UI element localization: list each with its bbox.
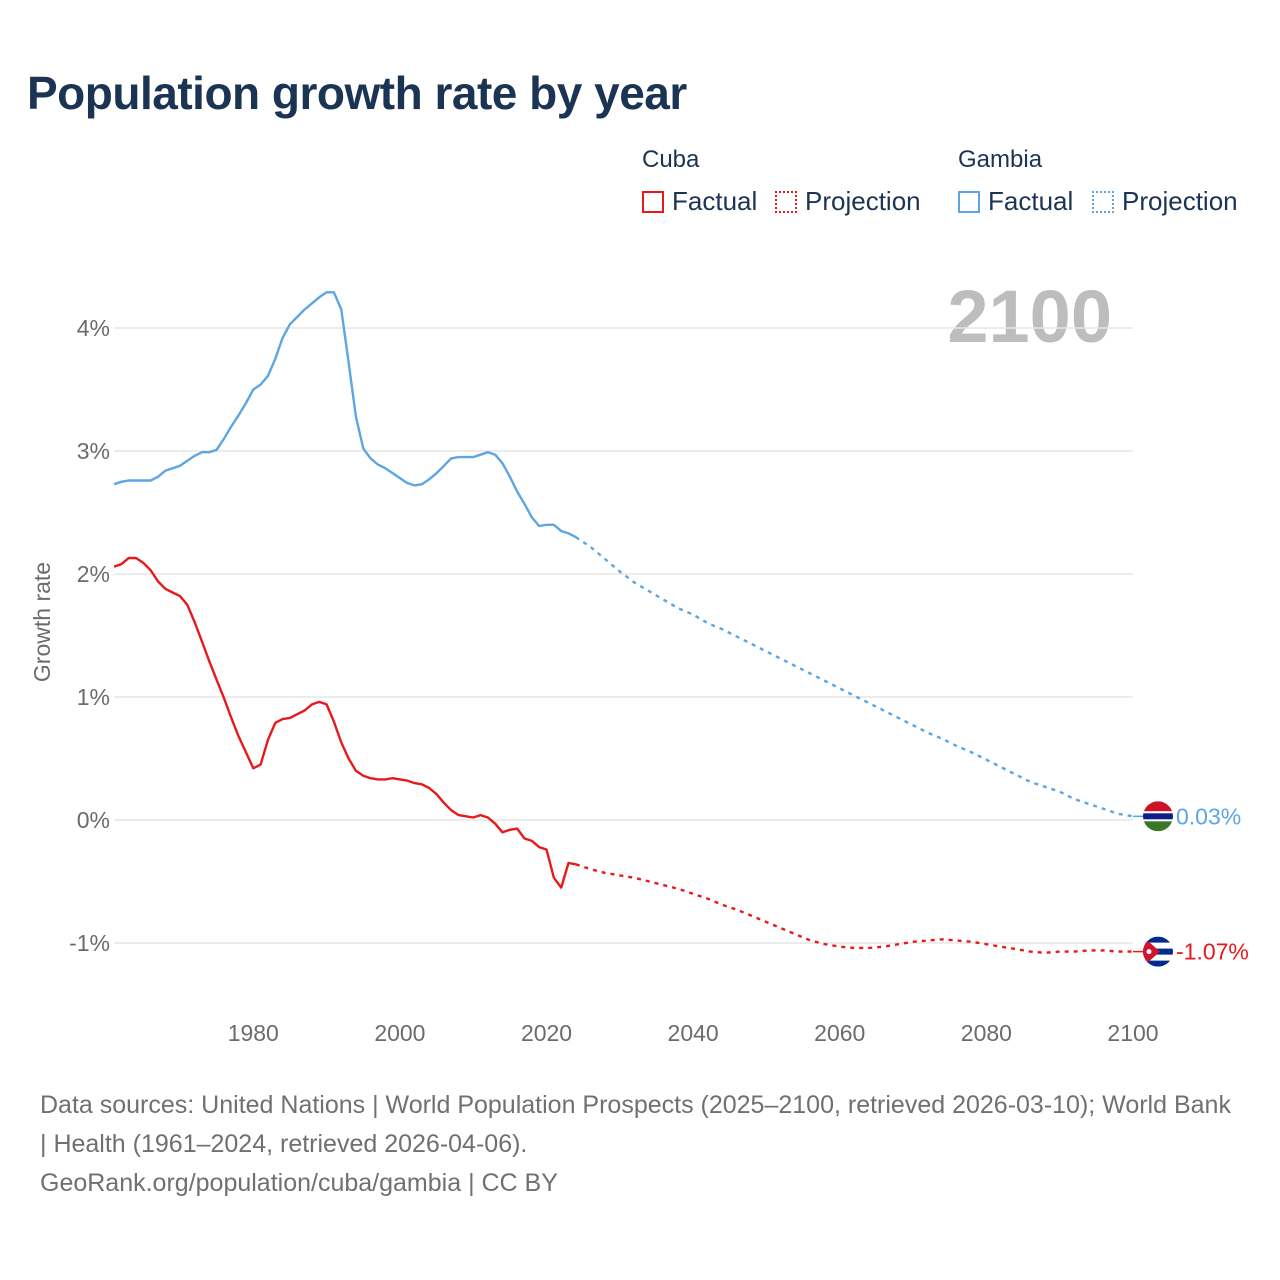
y-tick-label: 2% bbox=[77, 561, 110, 587]
gambia-flag-icon bbox=[1143, 801, 1173, 832]
legend-label: Factual bbox=[988, 186, 1074, 216]
gambia-end-value-label: 0.03% bbox=[1176, 803, 1241, 829]
cuba-end-value-label: -1.07% bbox=[1176, 939, 1249, 965]
x-tick-label: 2100 bbox=[1107, 1020, 1158, 1046]
legend-swatch-icon bbox=[775, 190, 797, 213]
legend-gambia-factual[interactable]: Factual bbox=[958, 186, 1073, 217]
legend-label: Projection bbox=[1122, 186, 1238, 216]
legend-label: Projection bbox=[805, 186, 921, 216]
cuba-projection-line bbox=[575, 863, 1133, 955]
footer: Data sources: United Nations | World Pop… bbox=[40, 1086, 1240, 1203]
line-chart: 2100 4% 3% 2% 1% 0% -1% 1980 2000 2020 2040 2060 208… bbox=[29, 275, 1249, 1046]
y-tick-label: 3% bbox=[77, 438, 110, 464]
legend-swatch-icon bbox=[1092, 190, 1114, 213]
legend-swatch-icon bbox=[642, 190, 664, 213]
flag-star bbox=[1146, 949, 1152, 955]
y-tick-label: 4% bbox=[77, 315, 110, 341]
x-tick-label: 2060 bbox=[814, 1020, 865, 1046]
flag-stripe bbox=[1143, 936, 1173, 943]
x-tick-label: 2000 bbox=[374, 1020, 425, 1046]
y-tick-label: 1% bbox=[77, 684, 110, 710]
x-tick-label: 2040 bbox=[668, 1020, 719, 1046]
flag-stripes bbox=[1143, 936, 1173, 967]
y-axis-label: Growth rate bbox=[29, 562, 55, 682]
chart-title: Population growth rate by year bbox=[27, 67, 687, 119]
legend-cuba-factual[interactable]: Factual bbox=[642, 186, 757, 217]
x-tick-label: 2080 bbox=[961, 1020, 1012, 1046]
legend-gambia-projection[interactable]: Projection bbox=[1092, 186, 1238, 217]
flag-stripes bbox=[1143, 801, 1173, 832]
gambia-projection-line bbox=[575, 536, 1134, 818]
flag-stripe bbox=[1143, 813, 1173, 820]
legend-label: Factual bbox=[672, 186, 758, 216]
credit-link[interactable]: GeoRank.org/population/cuba/gambia | CC … bbox=[40, 1169, 558, 1197]
flag-stripe bbox=[1143, 801, 1173, 812]
legend-swatch-icon bbox=[958, 190, 980, 213]
legend-group-gambia: Gambia bbox=[958, 146, 1043, 173]
cuba-factual-line bbox=[113, 556, 577, 889]
flag-stripe bbox=[1143, 960, 1173, 967]
gambia-factual-line bbox=[113, 291, 577, 539]
x-tick-label: 1980 bbox=[228, 1020, 279, 1046]
x-tick-label: 2020 bbox=[521, 1020, 572, 1046]
year-label: 2100 bbox=[947, 275, 1112, 358]
legend-group-cuba: Cuba bbox=[642, 146, 700, 173]
y-tick-label: -1% bbox=[69, 930, 110, 956]
legend-cuba-projection[interactable]: Projection bbox=[775, 186, 921, 217]
data-sources: Data sources: United Nations | World Pop… bbox=[40, 1091, 1231, 1158]
cuba-flag-icon bbox=[1143, 936, 1173, 967]
y-tick-label: 0% bbox=[77, 807, 110, 833]
flag-stripe bbox=[1143, 821, 1173, 832]
